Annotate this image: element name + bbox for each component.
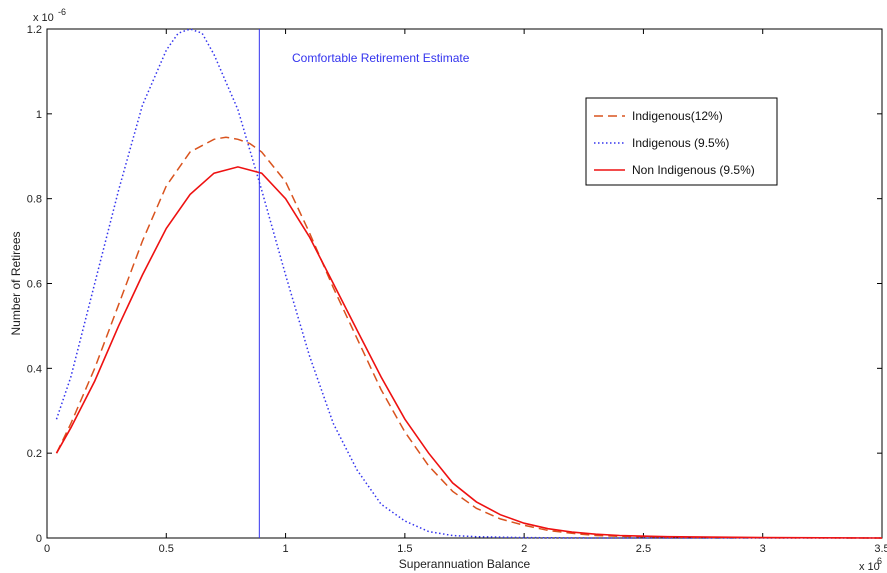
y-axis-multiplier: x 10 -6: [33, 7, 66, 24]
axis-ticks: 0 0.5 1 1.5 2 2.5 3 3.5 0 0.2 0.4 0.6 0.8 1 1.2: [27, 24, 887, 555]
y-axis-label: Number of Retirees: [9, 231, 23, 335]
x-tick-label: 2.5: [636, 543, 651, 555]
y-tick-label: 0.6: [27, 279, 42, 291]
legend: Indigenous(12%) Indigenous (9.5%) Non Indi…: [585, 97, 778, 186]
x-tick-label: 1: [283, 543, 289, 555]
series-line-2: [55, 28, 882, 539]
series-lines: [55, 28, 883, 539]
x-axis-label: Superannuation Balance: [399, 557, 531, 571]
y-tick-label: 1.2: [27, 24, 42, 36]
series-line-3: [55, 166, 883, 539]
x-tick-label: 0.5: [159, 543, 174, 555]
y-tick-label: 0.4: [27, 363, 42, 375]
x-tick-label: 2: [521, 543, 527, 555]
annotation-label: Comfortable Retirement Estimate: [292, 51, 470, 65]
y-tick-label: 1: [36, 109, 42, 121]
x-axis-multiplier: x 10 6: [859, 556, 882, 573]
x-multiplier-base: x 10: [859, 561, 880, 573]
legend-label-3: Non Indigenous (9.5%): [632, 163, 755, 177]
x-tick-label: 0: [44, 543, 50, 555]
y-multiplier-base: x 10: [33, 12, 54, 24]
y-tick-label: 0.8: [27, 194, 42, 206]
y-multiplier-power: -6: [58, 7, 66, 17]
x-tick-label: 3.5: [874, 543, 887, 555]
x-tick-label: 3: [760, 543, 766, 555]
y-tick-label: 0.2: [27, 448, 42, 460]
series-line-1: [55, 136, 883, 539]
y-tick-label: 0: [36, 533, 42, 545]
x-tick-label: 1.5: [397, 543, 412, 555]
legend-label-2: Indigenous (9.5%): [632, 136, 729, 150]
x-multiplier-power: 6: [877, 556, 882, 566]
legend-label-1: Indigenous(12%): [632, 109, 723, 123]
